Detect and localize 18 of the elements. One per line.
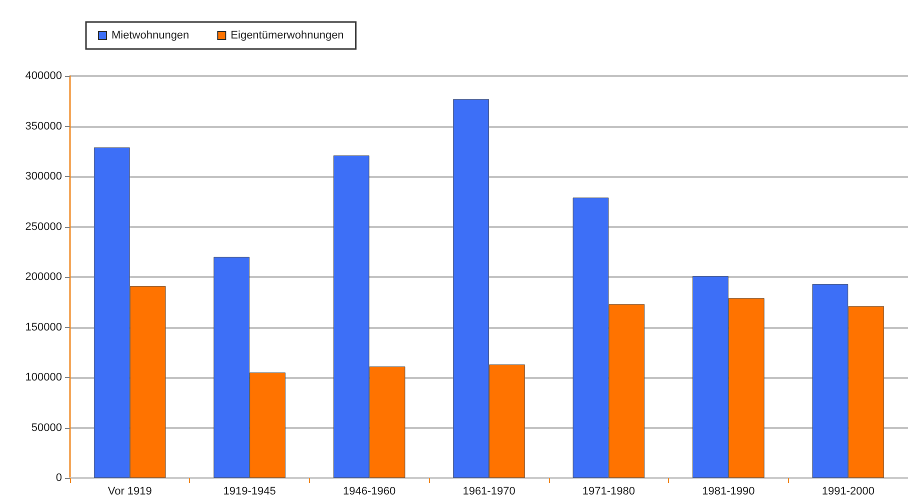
x-tick-label: 1961-1970 — [462, 486, 516, 497]
y-tick-label: 250000 — [25, 220, 62, 233]
x-tick-label: 1981-1990 — [702, 486, 755, 497]
y-tick-label: 200000 — [25, 271, 62, 283]
x-tick-label: 1946-1960 — [342, 486, 396, 497]
x-tick-label: 1991-2000 — [822, 486, 874, 497]
y-tick-label: 300000 — [25, 170, 62, 182]
legend-label: Mietwohnungen — [112, 30, 190, 42]
x-tick-label: Vor 1919 — [108, 486, 152, 497]
x-tick-label: 1971-1980 — [582, 486, 636, 497]
legend-label: Eigentümerwohnungen — [230, 30, 344, 42]
x-tick-label: 1919-1945 — [223, 486, 276, 497]
y-tick-label: 100000 — [25, 372, 62, 384]
y-tick-label: 400000 — [25, 70, 62, 82]
y-tick-label: 150000 — [25, 321, 62, 334]
y-tick-label: 350000 — [25, 120, 62, 132]
y-tick-label: 0 — [56, 472, 62, 484]
y-tick-label: 50000 — [31, 422, 62, 434]
